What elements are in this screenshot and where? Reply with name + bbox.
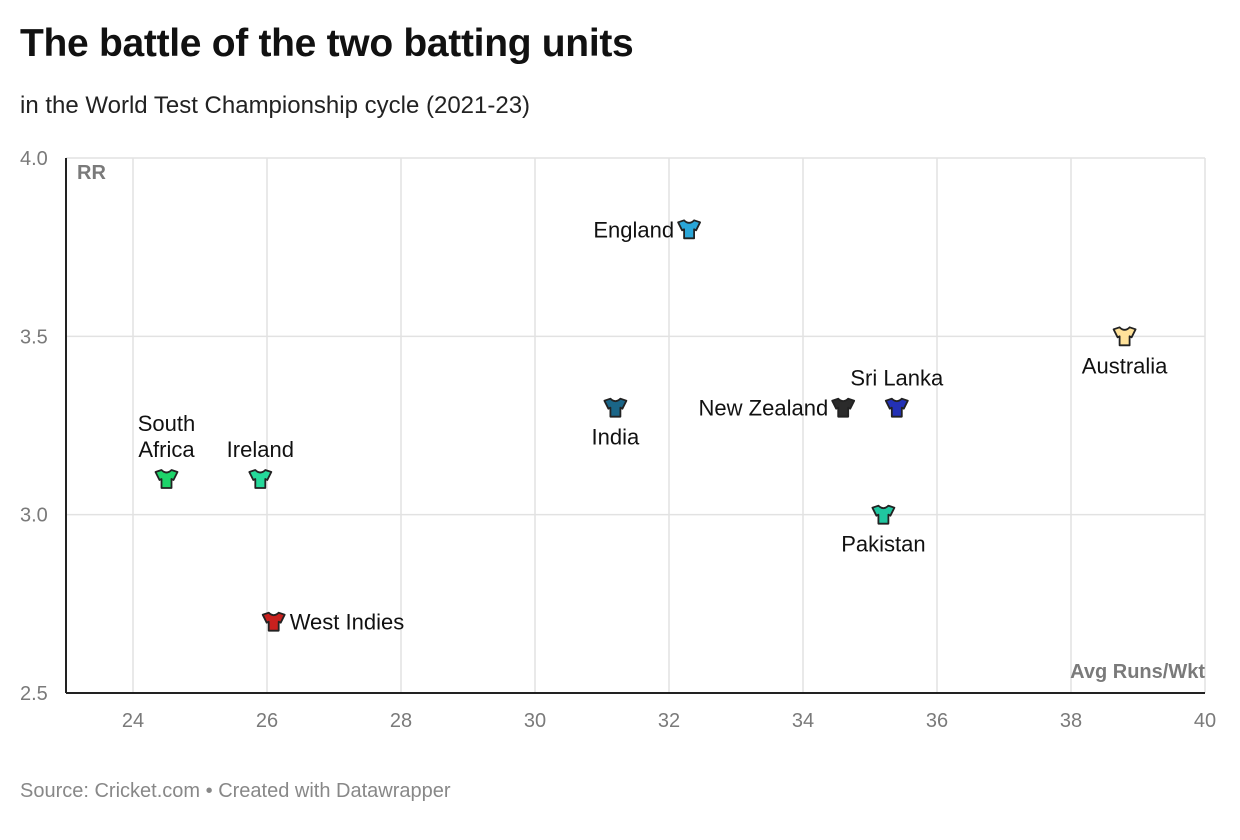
jersey-icon bbox=[248, 469, 273, 489]
x-tick-label: 24 bbox=[122, 710, 144, 732]
y-tick-label: 2.5 bbox=[20, 683, 48, 705]
point-label: Africa bbox=[138, 437, 195, 462]
x-tick-label: 28 bbox=[390, 710, 412, 732]
point-label: Ireland bbox=[227, 437, 294, 462]
jersey-icon bbox=[884, 397, 909, 418]
jersey-icon bbox=[154, 469, 179, 489]
x-tick-label: 34 bbox=[792, 710, 814, 732]
jersey-shape bbox=[884, 397, 909, 418]
y-axis-title: RR bbox=[77, 162, 106, 184]
x-tick-label: 40 bbox=[1194, 710, 1216, 732]
x-tick-label: 38 bbox=[1060, 710, 1082, 732]
data-points bbox=[154, 219, 1137, 632]
x-tick-label: 36 bbox=[926, 710, 948, 732]
x-tick-label: 32 bbox=[658, 710, 680, 732]
tick-labels: 24 26 28 30 32 34 36 38 40 2.5 3.0 3.5 4.0 bbox=[20, 148, 1216, 732]
point-label: India bbox=[592, 425, 640, 450]
jersey-shape bbox=[154, 469, 179, 489]
x-axis-title: Avg Runs/Wkt bbox=[1070, 661, 1205, 683]
jersey-shape bbox=[871, 504, 896, 525]
chart-title: The battle of the two batting units bbox=[20, 22, 634, 65]
point-label: Australia bbox=[1082, 353, 1168, 378]
jersey-shape bbox=[603, 397, 628, 418]
y-tick-label: 3.0 bbox=[20, 505, 48, 527]
jersey-icon bbox=[871, 504, 896, 525]
gridlines bbox=[66, 157, 1206, 693]
jersey-icon bbox=[603, 397, 628, 418]
jersey-shape bbox=[831, 397, 856, 418]
y-tick-label: 3.5 bbox=[20, 326, 48, 348]
y-tick-label: 4.0 bbox=[20, 148, 48, 170]
chart-footer: Source: Cricket.com • Created with Dataw… bbox=[20, 780, 451, 803]
x-tick-label: 26 bbox=[256, 710, 278, 732]
footer-separator: • bbox=[205, 780, 213, 802]
jersey-icon bbox=[831, 397, 856, 418]
source-note: Source: Cricket.com bbox=[20, 780, 201, 802]
jersey-shape bbox=[677, 219, 701, 240]
chart-subtitle: in the World Test Championship cycle (20… bbox=[20, 92, 531, 119]
point-label: England bbox=[593, 217, 674, 242]
point-label: Pakistan bbox=[841, 532, 925, 557]
jersey-shape bbox=[248, 469, 273, 489]
point-label: West Indies bbox=[290, 610, 405, 635]
point-label: South bbox=[138, 411, 196, 436]
point-label: Sri Lanka bbox=[850, 366, 944, 391]
jersey-icon bbox=[261, 611, 286, 632]
point-label: New Zealand bbox=[699, 396, 829, 421]
credit-link[interactable]: Created with Datawrapper bbox=[218, 780, 451, 802]
jersey-shape bbox=[1112, 326, 1137, 347]
axes: RR Avg Runs/Wkt bbox=[65, 158, 1205, 694]
jersey-shape bbox=[261, 611, 286, 632]
jersey-icon bbox=[1112, 326, 1137, 347]
x-tick-label: 30 bbox=[524, 710, 546, 732]
jersey-icon bbox=[677, 219, 701, 240]
